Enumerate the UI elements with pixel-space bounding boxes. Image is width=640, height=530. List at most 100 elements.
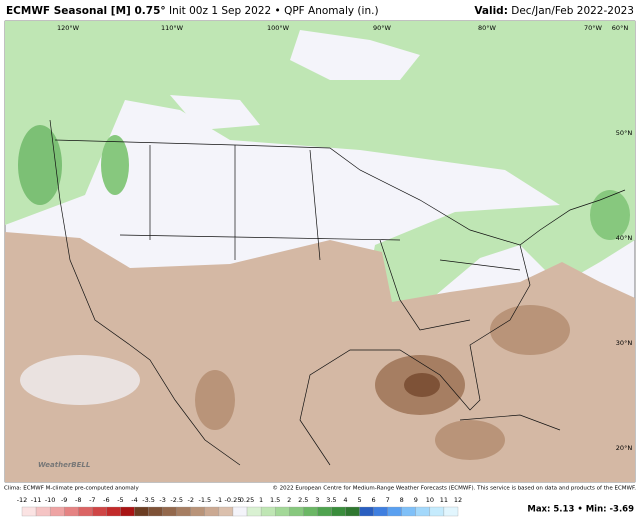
longitude-label: 100°W [267, 24, 290, 32]
colorbar-label: 6 [372, 496, 376, 504]
color-swatch [345, 506, 360, 517]
latitude-label: 20°N [616, 444, 633, 452]
grid-labels: 120°W 110°W 100°W 90°W 80°W 70°W 60°N 50°N 40°N 3… [57, 24, 632, 452]
colorbar-label: 2.5 [298, 496, 308, 504]
colorbar-label: 9 [414, 496, 418, 504]
coastlines [49, 119, 626, 466]
color-swatch [162, 506, 177, 517]
colorbar-label: -9 [61, 496, 67, 504]
valid: Valid: Dec/Jan/Feb 2022-2023 [474, 5, 634, 17]
max-min: Max: 5.13 • Min: -3.69 [527, 505, 634, 515]
copyright: © 2022 European Centre for Medium-Range … [272, 485, 636, 492]
longitude-label: 80°W [478, 24, 497, 32]
dry-core [435, 420, 505, 460]
colorbar-label: 10 [426, 496, 434, 504]
colorbar-label: 2 [287, 496, 291, 504]
colorbar-label: -11 [31, 496, 42, 504]
colorbar-label: -4 [131, 496, 137, 504]
color-swatch [218, 506, 234, 517]
latitude-label: 30°N [616, 339, 633, 347]
color-swatch [429, 506, 445, 517]
colorbar-label: 11 [440, 496, 448, 504]
colorbar-label: -1.5 [198, 496, 211, 504]
subtitle: Init 00z 1 Sep 2022 • QPF Anomaly (in.) [169, 5, 379, 17]
colorbar-label: 1.5 [270, 496, 280, 504]
valid-period: Dec/Jan/Feb 2022-2023 [511, 5, 634, 17]
neutral-area [20, 355, 140, 405]
color-swatch [78, 506, 93, 517]
colorbar-label: -0.25 [225, 496, 242, 504]
colorbar-label: 5 [357, 496, 361, 504]
color-swatch [260, 506, 276, 517]
color-swatch [401, 506, 416, 517]
dry-core [490, 305, 570, 355]
colorbar-label: -5 [117, 496, 123, 504]
title: ECMWF Seasonal [M] 0.75° Init 00z 1 Sep … [6, 5, 379, 17]
colorbar-label: 1 [259, 496, 263, 504]
latitude-label: 40°N [616, 234, 633, 242]
color-swatch [289, 506, 304, 517]
colorbar-label: -12 [17, 496, 28, 504]
clima-note: Clima: ECMWF M-climate pre-computed anom… [4, 486, 139, 492]
color-swatch [275, 506, 290, 517]
colorbar-label: 3.5 [326, 496, 336, 504]
wet-area [5, 21, 635, 325]
color-swatch [387, 506, 402, 517]
latitude-label: 50°N [616, 129, 633, 137]
color-swatch [190, 506, 205, 517]
dry-core [195, 370, 235, 430]
colorbar-label: -3.5 [142, 496, 155, 504]
color-swatch [331, 506, 346, 517]
color-swatch [415, 506, 431, 517]
valid-label: Valid: [474, 5, 508, 17]
colorbar-label: -1 [216, 496, 222, 504]
neutral-area [170, 95, 260, 130]
neutral-area [290, 30, 420, 80]
map: WeatherBELL [4, 20, 636, 483]
wet-core [590, 190, 630, 240]
colorbar-label: -7 [89, 496, 95, 504]
wet-core [101, 135, 129, 195]
dry-core [404, 373, 440, 397]
title-main: ECMWF Seasonal [M] 0.75° [6, 5, 166, 17]
color-swatch [303, 506, 318, 517]
color-swatch [49, 506, 65, 517]
colorbar-label: 3 [315, 496, 319, 504]
color-swatch [317, 506, 332, 517]
color-swatch [359, 506, 374, 517]
longitude-label: 120°W [57, 24, 80, 32]
color-swatch [120, 506, 135, 517]
colorbar: -12 -11 -10 -9 -8 -7 -6 -5 -4 -3.5 -3 -2.5 -2 -1.5 -1-… [17, 496, 462, 517]
color-swatch [246, 506, 262, 517]
color-swatch [106, 506, 121, 517]
colorbar-label: -6 [103, 496, 109, 504]
color-swatch [21, 506, 37, 517]
longitude-label: 60°N [612, 24, 629, 32]
color-swatch [64, 506, 79, 517]
longitude-label: 90°W [373, 24, 392, 32]
colorbar-label: 8 [400, 496, 404, 504]
longitude-label: 110°W [161, 24, 184, 32]
color-swatch [134, 506, 149, 517]
wet-core [18, 125, 62, 205]
watermark: WeatherBELL [38, 461, 90, 469]
colorbar-label: -2.5 [170, 496, 183, 504]
colorbar-label: 7 [386, 496, 390, 504]
color-swatch [92, 506, 107, 517]
colorbar-label: 12 [454, 496, 462, 504]
colorbar-label: 4 [343, 496, 347, 504]
colorbar-label: 0.25 [240, 496, 254, 504]
color-swatch [204, 506, 220, 517]
longitude-label: 70°W [584, 24, 603, 32]
colorbar-label: -10 [45, 496, 56, 504]
color-swatch [232, 506, 248, 517]
colorbar-label: -3 [159, 496, 165, 504]
color-swatch [176, 506, 191, 517]
color-swatch [443, 506, 459, 517]
color-swatch [35, 506, 51, 517]
color-swatch [148, 506, 163, 517]
dry-area [5, 232, 635, 482]
colorbar-label: -2 [188, 496, 194, 504]
